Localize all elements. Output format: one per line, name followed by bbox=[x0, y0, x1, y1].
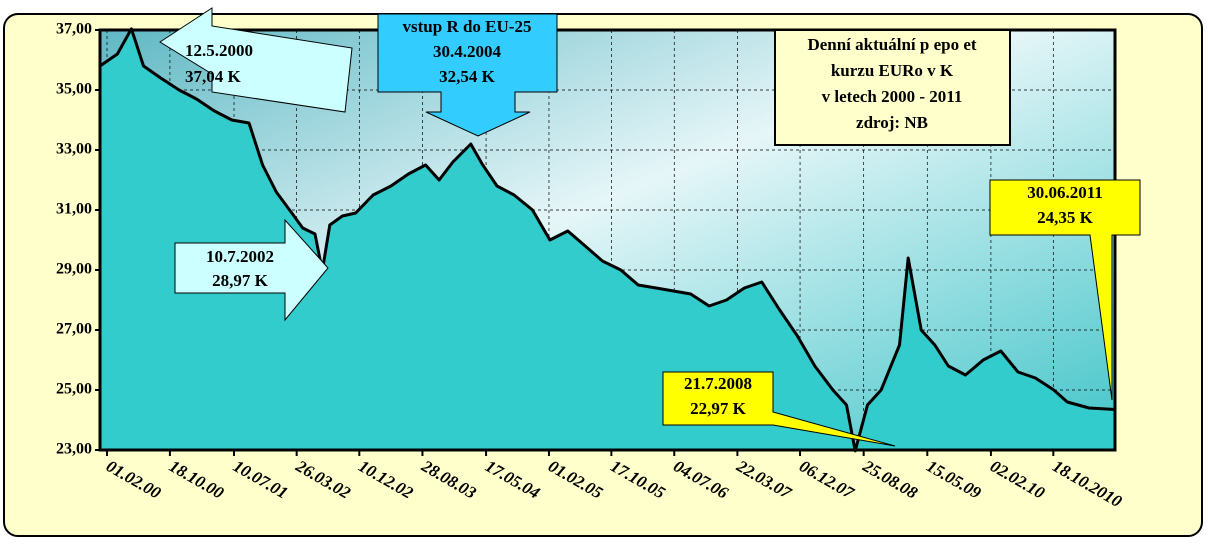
annotation: 28,97 K bbox=[212, 271, 269, 290]
y-tick-label: 29,00 bbox=[56, 261, 92, 278]
annotation: 24,35 K bbox=[1037, 208, 1094, 227]
y-tick-label: 31,00 bbox=[56, 201, 92, 218]
callout bbox=[662, 371, 896, 447]
title-line: kurzu EURo v K bbox=[831, 61, 954, 80]
annotation: 21.7.2008 bbox=[684, 374, 752, 393]
callout bbox=[989, 179, 1141, 401]
title-line: zdroj: NB bbox=[856, 113, 928, 132]
annotation: 30.06.2011 bbox=[1027, 183, 1103, 202]
y-tick-label: 27,00 bbox=[56, 321, 92, 338]
annotation: vstup R do EU-25 bbox=[403, 17, 532, 36]
title-box bbox=[774, 29, 1011, 146]
y-tick-label: 25,00 bbox=[56, 381, 92, 398]
line bbox=[99, 27, 1116, 453]
annotation: 32,54 K bbox=[439, 67, 496, 86]
annotation: 30.4.2004 bbox=[433, 42, 502, 61]
annotation: 37,04 K bbox=[185, 67, 242, 86]
y-tick-label: 33,00 bbox=[56, 141, 92, 158]
annotation: 10.7.2002 bbox=[206, 247, 274, 266]
title-line: v letech 2000 - 2011 bbox=[822, 87, 963, 106]
annotation: 12.5.2000 bbox=[185, 41, 253, 60]
annotation: 22,97 K bbox=[690, 399, 747, 418]
y-tick-label: 37,00 bbox=[56, 21, 92, 38]
callout bbox=[377, 13, 558, 137]
area bbox=[100, 28, 1115, 451]
callout bbox=[159, 7, 353, 113]
y-tick-label: 35,00 bbox=[56, 81, 92, 98]
callout bbox=[174, 218, 329, 322]
y-tick-label: 23,00 bbox=[56, 441, 92, 458]
title-line: Denní aktuální p epo et bbox=[807, 35, 976, 54]
plot-border bbox=[98, 28, 1117, 452]
